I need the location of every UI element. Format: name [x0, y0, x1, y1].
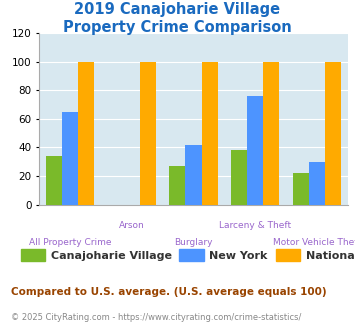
Text: Arson: Arson — [119, 221, 144, 230]
Bar — [247, 96, 263, 205]
Bar — [46, 156, 62, 205]
Text: Larceny & Theft: Larceny & Theft — [219, 221, 291, 230]
Bar — [325, 62, 341, 205]
Text: Compared to U.S. average. (U.S. average equals 100): Compared to U.S. average. (U.S. average … — [11, 287, 326, 297]
Text: 2019 Canajoharie Village: 2019 Canajoharie Village — [75, 2, 280, 16]
Bar — [202, 62, 218, 205]
Legend: Canajoharie Village, New York, National: Canajoharie Village, New York, National — [16, 245, 355, 265]
Bar — [293, 173, 309, 205]
Text: © 2025 CityRating.com - https://www.cityrating.com/crime-statistics/: © 2025 CityRating.com - https://www.city… — [11, 314, 301, 322]
Text: Burglary: Burglary — [174, 238, 213, 247]
Bar — [62, 112, 78, 205]
Text: Property Crime Comparison: Property Crime Comparison — [63, 20, 292, 35]
Text: All Property Crime: All Property Crime — [29, 238, 111, 247]
Bar — [140, 62, 156, 205]
Bar — [309, 162, 325, 205]
Bar — [263, 62, 279, 205]
Bar — [169, 166, 185, 205]
Bar — [231, 150, 247, 205]
Bar — [78, 62, 94, 205]
Text: Motor Vehicle Theft: Motor Vehicle Theft — [273, 238, 355, 247]
Bar — [185, 145, 202, 205]
